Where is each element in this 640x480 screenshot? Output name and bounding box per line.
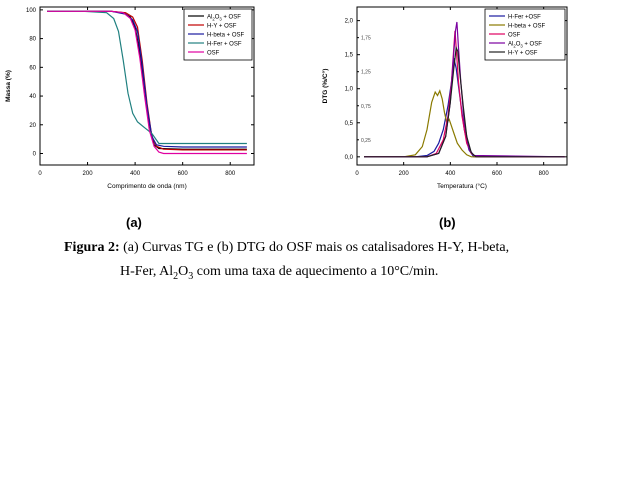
legend-label-2: OSF <box>508 33 521 39</box>
y-tick-label: 0,0 <box>345 155 354 161</box>
x-axis-label: Comprimento de onda (nm) <box>107 183 186 190</box>
x-tick-label: 600 <box>492 171 503 177</box>
series-line-0 <box>364 57 565 158</box>
legend-label-4: H-Y + OSF <box>508 51 538 57</box>
legend-label-4: OSF <box>207 51 220 57</box>
y-tick-minor-label: 0,75 <box>361 104 371 110</box>
y-axis-label: DTG (%/C°) <box>321 69 329 104</box>
plot-frame <box>356 6 568 166</box>
legend-label-0: H-Fer +OSF <box>508 15 541 21</box>
y-tick-label: 80 <box>29 37 36 43</box>
figure-caption-line1: Figura 2: (a) Curvas TG e (b) DTG do OSF… <box>64 238 509 258</box>
caption-text-2b: O <box>178 264 189 279</box>
legend-label-3: Al2O3 + OSF <box>508 42 542 49</box>
legend-label-2: H-beta + OSF <box>207 33 245 39</box>
x-tick-label: 800 <box>225 171 236 177</box>
caption-text-2a: H-Fer, Al <box>120 264 174 279</box>
y-tick-label: 20 <box>29 123 36 129</box>
x-tick-label: 0 <box>38 171 42 177</box>
y-tick-label: 100 <box>26 8 37 14</box>
chart-tg: 0 200 400 600 800 0 20 40 60 80 100 Comprimento de … <box>5 6 255 190</box>
y-tick-label: 40 <box>29 94 36 100</box>
y-tick-minor-label: 0,25 <box>361 138 371 144</box>
x-tick-label: 400 <box>445 171 456 177</box>
y-tick-label: 0,5 <box>345 121 354 127</box>
plot-frame <box>39 6 255 166</box>
caption-sub-2: 3 <box>188 270 194 282</box>
y-tick-label: 1,5 <box>345 53 354 59</box>
caption-text-1: (a) Curvas TG e (b) DTG do OSF mais os c… <box>119 240 510 255</box>
series-line-4 <box>364 45 565 158</box>
caption-label: Figura 2: <box>64 240 120 255</box>
legend: Al2O3 + OSF H-Y + OSF H-beta + OSF H-Fer + … <box>183 8 253 61</box>
series-line-3 <box>47 10 247 145</box>
figure-caption-line2: H-Fer, Al2O3 com uma taxa de aquecimento… <box>120 262 438 282</box>
x-tick-label: 200 <box>83 171 94 177</box>
x-tick-label: 600 <box>178 171 189 177</box>
panel-label-b: (b) <box>439 215 456 230</box>
x-tick-label: 400 <box>130 171 141 177</box>
y-tick-minor-label: 1,75 <box>361 36 371 42</box>
legend: H-Fer +OSF H-beta + OSF OSF Al2O3 + OSF H-Y … <box>484 8 566 61</box>
y-tick-minor-label: 1,25 <box>361 70 371 76</box>
y-tick-label: 2,0 <box>345 19 354 25</box>
legend-label-1: H-beta + OSF <box>508 24 546 30</box>
x-tick-label: 0 <box>355 171 359 177</box>
y-tick-label: 0 <box>33 152 37 158</box>
y-tick-label: 60 <box>29 65 36 71</box>
x-tick-label: 800 <box>539 171 550 177</box>
x-axis-label: Temperatura (°C) <box>437 182 487 190</box>
y-tick-label: 1,0 <box>345 87 354 93</box>
legend-label-3: H-Fer + OSF <box>207 42 242 48</box>
y-axis-label: Massa (%) <box>5 70 12 102</box>
legend-label-0: Al2O3 + OSF <box>207 15 241 22</box>
series-line-4 <box>47 10 247 155</box>
legend-label-1: H-Y + OSF <box>207 24 237 30</box>
caption-sub-1: 2 <box>173 270 179 282</box>
x-tick-label: 200 <box>399 171 410 177</box>
caption-text-2c: com uma taxa de aquecimento a 10°C/min. <box>193 264 439 279</box>
panel-label-a: (a) <box>126 215 142 230</box>
chart-dtg: 0 200 400 600 800 0,0 0,5 1,0 1,5 2,0 0,25 0,75 1,25… <box>321 6 568 190</box>
series-line-1 <box>364 89 565 158</box>
